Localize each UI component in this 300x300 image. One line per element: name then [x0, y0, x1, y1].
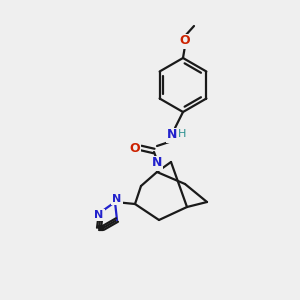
Text: O: O: [130, 142, 140, 154]
Text: H: H: [178, 129, 186, 139]
Text: N: N: [152, 157, 162, 169]
Text: N: N: [94, 210, 103, 220]
Text: N: N: [112, 194, 122, 204]
Text: O: O: [180, 34, 190, 47]
Text: N: N: [167, 128, 177, 142]
Text: N: N: [152, 157, 162, 169]
